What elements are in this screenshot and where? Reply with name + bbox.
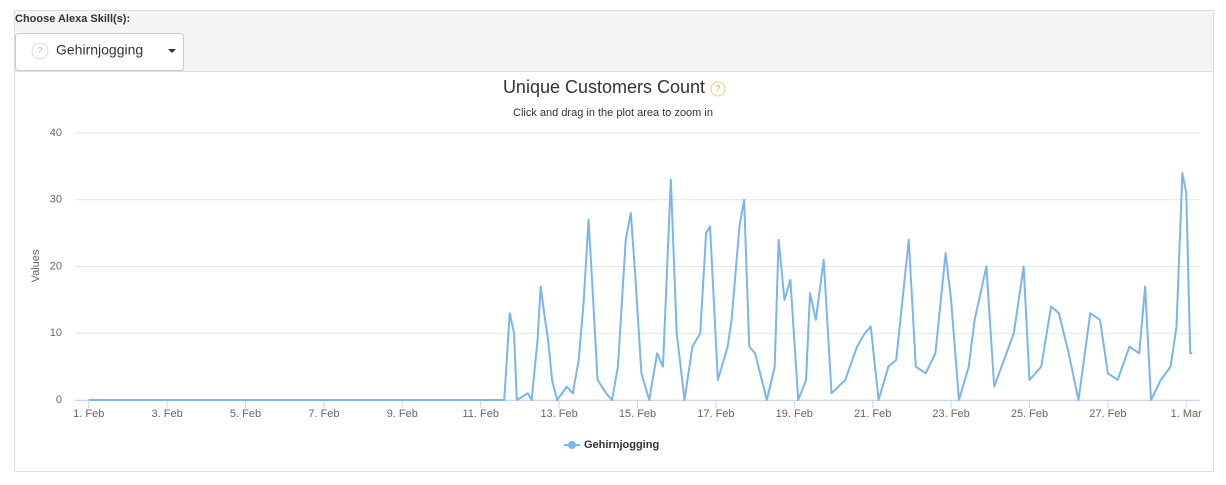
- x-tick-label: 15. Feb: [619, 408, 656, 420]
- x-tick-label: 5. Feb: [230, 408, 261, 420]
- x-tick-label: 17. Feb: [697, 408, 734, 420]
- y-tick-label: 30: [50, 194, 62, 206]
- x-tick-label: 1. Mar: [1171, 408, 1203, 420]
- title-help-icon: [710, 81, 726, 97]
- x-tick-label: 21. Feb: [854, 408, 891, 420]
- x-tick-label: 11. Feb: [462, 408, 499, 420]
- y-axis-title: Values: [30, 249, 42, 282]
- x-tick-label: 19. Feb: [776, 408, 813, 420]
- help-icon-text: ?: [38, 46, 43, 55]
- y-tick-label: 20: [50, 260, 62, 272]
- help-icon: [31, 42, 49, 60]
- y-tick-label: 0: [56, 394, 62, 406]
- dropdown-box[interactable]: [15, 33, 184, 71]
- x-tick-label: 7. Feb: [308, 408, 339, 420]
- chart-title: Unique Customers Count: [503, 77, 705, 97]
- dropdown-value[interactable]: Gehirnjogging: [56, 42, 143, 58]
- dropdown-caret: [168, 49, 176, 53]
- series-line: [88, 172, 1193, 401]
- x-tick-label: 9. Feb: [387, 408, 418, 420]
- y-tick-label: 10: [50, 327, 62, 339]
- x-tick-label: 23. Feb: [932, 408, 969, 420]
- y-tick-label: 40: [50, 127, 62, 139]
- x-tick-label: 27. Feb: [1089, 408, 1126, 420]
- x-tick-label: 1. Feb: [73, 408, 104, 420]
- title-help-text: ?: [716, 84, 721, 93]
- panel: [14, 10, 1214, 472]
- legend-marker: [568, 441, 576, 449]
- skill-dropdown[interactable]: ? Gehirnjogging: [15, 33, 184, 71]
- x-tick-label: 3. Feb: [152, 408, 183, 420]
- header-band: [15, 11, 1213, 71]
- selector-label: Choose Alexa Skill(s):: [15, 13, 130, 25]
- x-tick-label: 13. Feb: [540, 408, 577, 420]
- legend-label: Gehirnjogging: [584, 439, 659, 451]
- chart-subtitle: Click and drag in the plot area to zoom …: [513, 107, 713, 119]
- x-tick-label: 25. Feb: [1011, 408, 1048, 420]
